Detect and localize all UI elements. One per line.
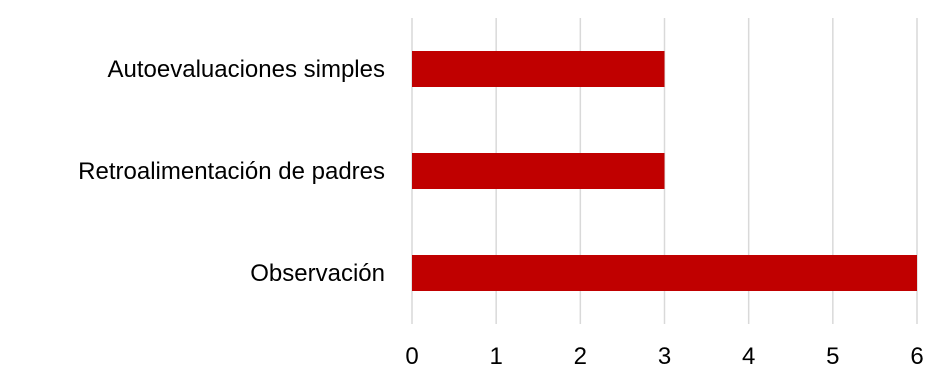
- x-tick-label: 1: [489, 343, 502, 370]
- x-tick-label: 0: [405, 343, 418, 370]
- x-tick-label: 6: [910, 343, 923, 370]
- category-label: Observación: [250, 260, 385, 287]
- x-tick-label: 5: [826, 343, 839, 370]
- x-tick-label: 3: [658, 343, 671, 370]
- bars: [412, 51, 917, 291]
- category-label: Autoevaluaciones simples: [108, 56, 386, 83]
- x-tick-label: 2: [574, 343, 587, 370]
- x-tick-label: 4: [742, 343, 755, 370]
- bar-2: [412, 255, 917, 291]
- bar-0: [412, 51, 665, 87]
- category-labels: Autoevaluaciones simples Retroalimentació…: [78, 56, 385, 287]
- category-label: Retroalimentación de padres: [78, 158, 385, 185]
- bar-1: [412, 153, 665, 189]
- x-axis-tick-labels: 0 1 2 3 4 5 6: [405, 343, 923, 370]
